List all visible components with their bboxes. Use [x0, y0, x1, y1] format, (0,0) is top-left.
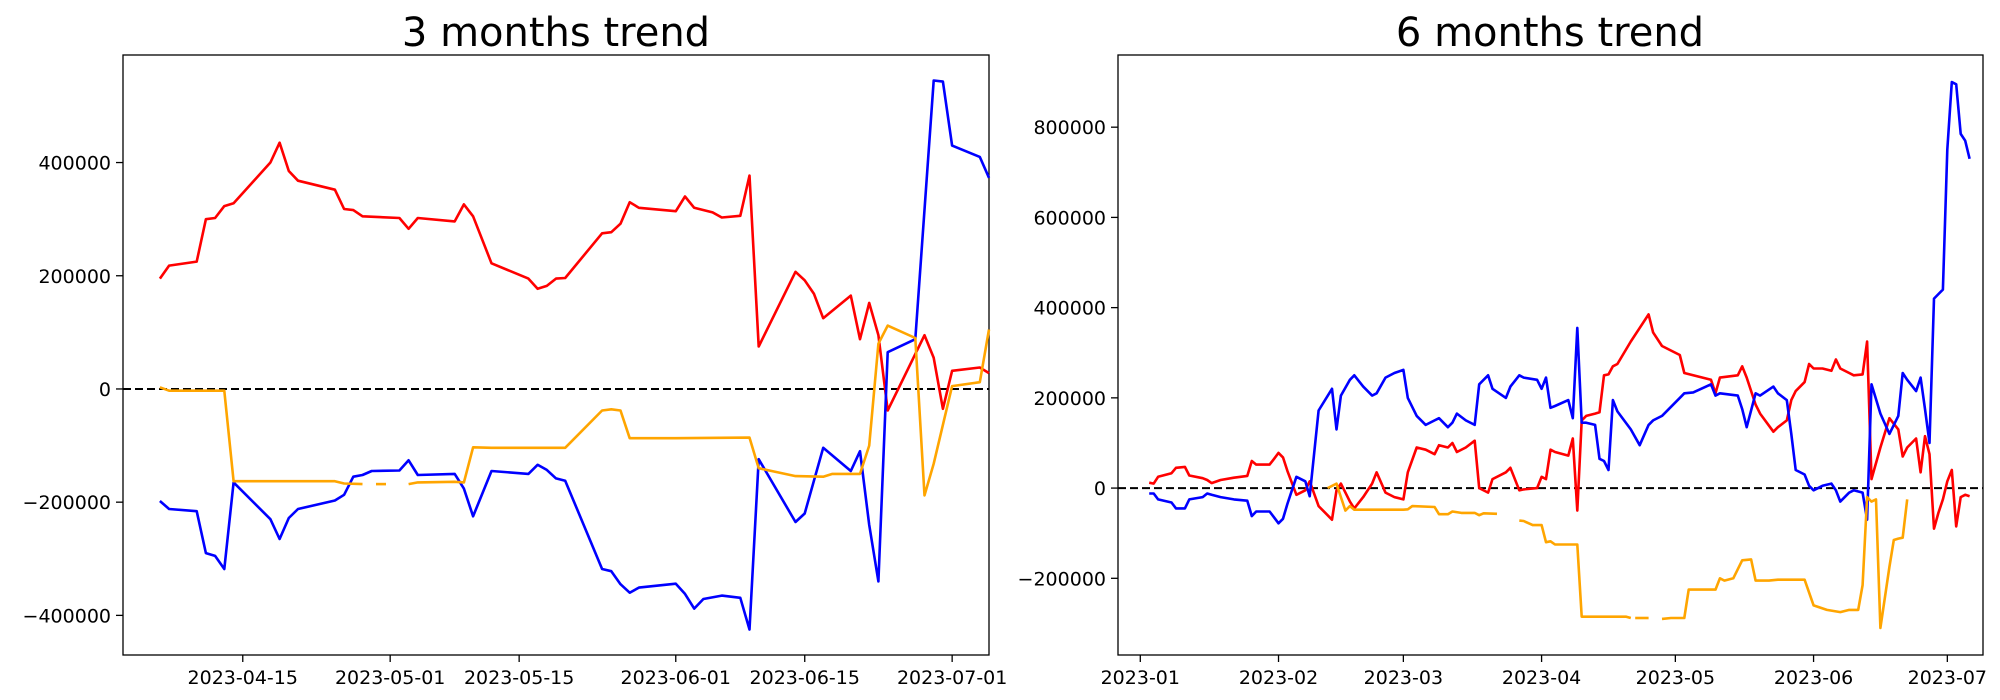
x-tick-label: 2023-07-01 — [897, 667, 1007, 689]
plot-area-frame — [1117, 54, 1984, 656]
axis-ticks: 2023-01 2023-02 2023-03 2023-04 2023-05 2023-… — [1018, 117, 1987, 689]
series-1-line — [1149, 80, 1971, 525]
x-tick-label: 2023-04 — [1502, 667, 1581, 689]
x-tick-label: 2023-04-15 — [188, 667, 298, 689]
series-2-line-segment-1 — [1519, 519, 1632, 620]
chart-6-months: 6 months trend 2023-01 2023-02 2023-03 2023… — [1018, 10, 1987, 689]
y-tick-label: 800000 — [1033, 117, 1106, 139]
y-tick-label: 600000 — [1033, 207, 1106, 229]
y-tick-label: 200000 — [1033, 388, 1106, 410]
y-tick-label: 0 — [99, 379, 111, 401]
x-tick-label: 2023-07 — [1908, 667, 1987, 689]
x-tick-label: 2023-06-15 — [750, 667, 860, 689]
series-2-line-segment-0 — [1327, 482, 1498, 517]
series-group — [123, 79, 991, 631]
x-tick-label: 2023-05 — [1636, 667, 1715, 689]
x-tick-label: 2023-03 — [1364, 667, 1443, 689]
chart-3-months: 3 months trend 2023-04-15 2023-05-01 2023-… — [23, 10, 1008, 689]
series-0-line — [158, 141, 990, 412]
y-tick-label: −200000 — [23, 492, 111, 514]
x-tick-label: 2023-05-15 — [464, 667, 574, 689]
series-2-line-segment-2 — [408, 324, 991, 497]
y-tick-label: −400000 — [23, 605, 111, 627]
y-tick-label: 400000 — [1033, 298, 1106, 320]
x-tick-label: 2023-01 — [1101, 667, 1180, 689]
plot-area-frame — [122, 54, 990, 656]
x-tick-label: 2023-06-01 — [621, 667, 731, 689]
series-group — [1118, 80, 1983, 630]
y-tick-label: −200000 — [1018, 568, 1106, 590]
chart-title: 3 months trend — [402, 10, 710, 56]
axis-ticks: 2023-04-15 2023-05-01 2023-05-15 2023-06-01… — [23, 153, 1008, 689]
y-tick-label: 400000 — [38, 153, 111, 175]
y-tick-label: 0 — [1094, 478, 1106, 500]
series-1-line — [159, 79, 991, 631]
series-2-line-segment-0 — [159, 386, 363, 486]
y-tick-label: 200000 — [38, 266, 111, 288]
x-tick-label: 2023-02 — [1239, 667, 1318, 689]
x-tick-label: 2023-05-01 — [335, 667, 445, 689]
x-tick-label: 2023-06 — [1774, 667, 1853, 689]
series-2-line-segment-3 — [1661, 495, 1909, 630]
chart-title: 6 months trend — [1396, 10, 1704, 56]
